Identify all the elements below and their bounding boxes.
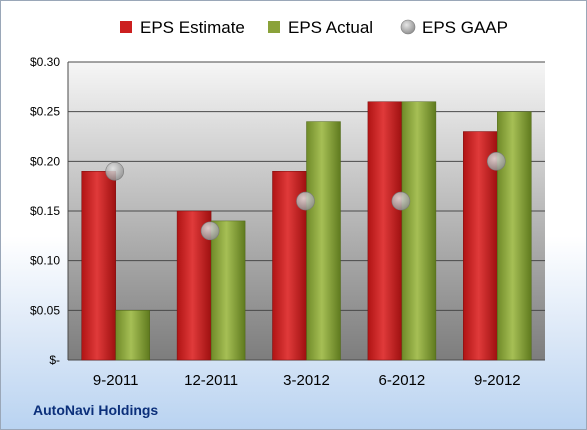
eps-actual-bar [497,111,532,361]
legend-swatch [120,21,132,33]
eps-gaap-marker [200,221,220,241]
y-axis-ticks: $- $0.05 $0.10 $0.15 $0.20 $0.25 $0.30 [30,55,60,367]
x-category-label: 6-2012 [379,372,426,389]
x-category-label: 9-2011 [93,372,139,389]
x-axis-labels: 9-2011 12-2011 3-2012 6-2012 9-2012 [93,372,521,389]
eps-actual-bar [115,310,150,361]
legend-swatch [400,19,416,35]
y-tick-label: $- [49,353,60,367]
eps-gaap-marker [486,152,506,171]
eps-actual-bar [306,121,341,361]
eps-estimate-bar [367,101,403,361]
eps-gaap-marker [296,191,315,211]
y-tick-label: $0.10 [30,254,60,268]
eps-actual-bar [401,101,437,361]
x-category-label: 9-2012 [474,372,521,389]
legend-label: EPS Actual [288,18,373,37]
eps-gaap-marker [105,161,124,181]
eps-actual-bar [210,220,246,361]
legend-label: EPS Estimate [140,18,245,37]
eps-estimate-bar [463,131,498,361]
legend-label: EPS GAAP [422,18,508,37]
x-category-label: 12-2011 [184,372,238,389]
legend: EPS Estimate EPS Actual EPS GAAP [120,18,508,37]
y-tick-label: $0.20 [30,154,60,168]
eps-gaap-marker [391,191,411,211]
y-tick-label: $0.15 [30,204,60,218]
legend-swatch [268,21,280,33]
y-tick-label: $0.05 [30,303,60,317]
y-tick-label: $0.25 [30,105,60,119]
y-tick-label: $0.30 [30,55,60,69]
company-name: AutoNavi Holdings [33,402,159,418]
bars [81,101,532,361]
x-category-label: 3-2012 [283,372,330,389]
eps-estimate-bar [81,171,116,361]
